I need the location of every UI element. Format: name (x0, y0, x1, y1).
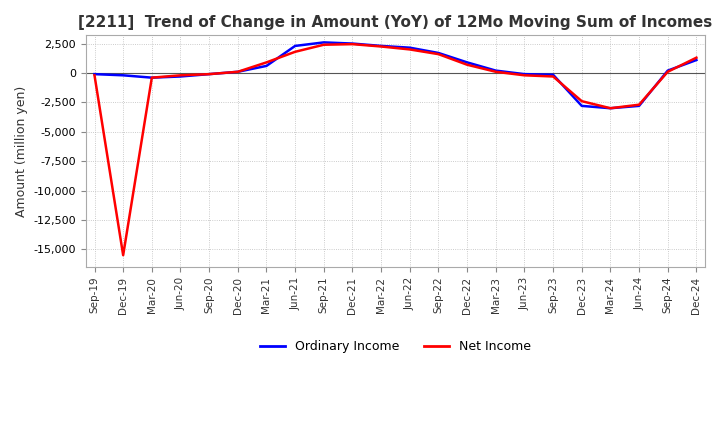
Net Income (606, 106, 615, 111)
Ordinary Income (577, 103, 586, 109)
Ordinary Income (635, 103, 644, 109)
Ordinary Income (233, 69, 242, 74)
Ordinary Income (463, 60, 472, 65)
Line: Ordinary Income: Ordinary Income (94, 42, 696, 108)
Net Income (90, 73, 99, 78)
Net Income (291, 49, 300, 55)
Net Income (635, 102, 644, 107)
Ordinary Income (663, 68, 672, 73)
Ordinary Income (90, 71, 99, 77)
Net Income (663, 69, 672, 74)
Ordinary Income (549, 72, 557, 77)
Ordinary Income (204, 71, 213, 77)
Net Income (348, 41, 357, 47)
Ordinary Income (291, 43, 300, 48)
Net Income (692, 55, 701, 60)
Legend: Ordinary Income, Net Income: Ordinary Income, Net Income (255, 335, 536, 358)
Net Income (492, 69, 500, 74)
Ordinary Income (692, 57, 701, 62)
Ordinary Income (405, 45, 414, 50)
Ordinary Income (434, 50, 443, 55)
Net Income (463, 62, 472, 67)
Ordinary Income (262, 63, 271, 69)
Ordinary Income (492, 68, 500, 73)
Net Income (549, 74, 557, 79)
Net Income (176, 73, 185, 78)
Y-axis label: Amount (million yen): Amount (million yen) (15, 85, 28, 217)
Net Income (204, 71, 213, 77)
Net Income (119, 253, 127, 258)
Ordinary Income (377, 43, 385, 48)
Net Income (434, 51, 443, 57)
Net Income (377, 44, 385, 49)
Line: Net Income: Net Income (94, 44, 696, 255)
Ordinary Income (606, 106, 615, 111)
Net Income (320, 42, 328, 48)
Title: [2211]  Trend of Change in Amount (YoY) of 12Mo Moving Sum of Incomes: [2211] Trend of Change in Amount (YoY) o… (78, 15, 713, 30)
Net Income (148, 75, 156, 80)
Ordinary Income (119, 73, 127, 78)
Net Income (405, 47, 414, 52)
Net Income (262, 60, 271, 65)
Ordinary Income (148, 75, 156, 80)
Ordinary Income (176, 74, 185, 79)
Net Income (233, 69, 242, 74)
Ordinary Income (320, 40, 328, 45)
Net Income (577, 99, 586, 104)
Net Income (520, 73, 528, 78)
Ordinary Income (348, 41, 357, 46)
Ordinary Income (520, 71, 528, 77)
